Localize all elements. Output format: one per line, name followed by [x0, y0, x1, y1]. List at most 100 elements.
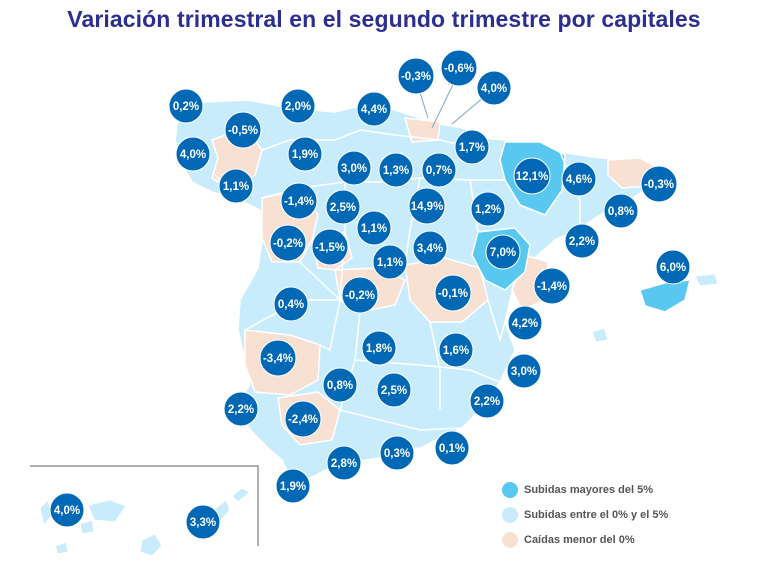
bubble-circle-badajoz: [259, 339, 297, 377]
value-bubble-zaragoza: 1,2%: [470, 191, 506, 227]
bubble-circle-castellon: [533, 267, 571, 305]
value-bubble-salamanca: -0,2%: [269, 224, 307, 262]
bubble-circle-murcia: [469, 383, 505, 419]
value-bubble-pamplona: 4,0%: [476, 70, 512, 106]
value-bubble-cadiz: 1,9%: [275, 468, 311, 504]
bubble-circle-burgos: [378, 152, 414, 188]
value-bubble-oviedo: 2,0%: [280, 88, 316, 124]
bubble-circle-palma: [655, 249, 691, 285]
value-bubble-alicante: 3,0%: [506, 353, 542, 389]
value-bubbles: 0,2% -0,5% 4,0% 1,1% 2,0% 4,4% -0,3% -0,6% 4,0% 1…: [49, 49, 691, 540]
value-bubble-ourense: 1,1%: [218, 168, 254, 204]
bubble-circle-jaen: [376, 372, 412, 408]
value-bubble-cuenca: -0,1%: [434, 274, 472, 312]
bubble-circle-vitoria: [421, 152, 457, 188]
bubble-value-toledo: -0,2%: [345, 290, 375, 302]
island-ibiza: [591, 327, 609, 343]
legend-swatch-rise: [502, 507, 518, 523]
value-bubble-jaen: 2,5%: [376, 372, 412, 408]
value-bubble-soria: 14,9%: [408, 187, 446, 225]
bubble-value-alicante: 3,0%: [511, 366, 537, 378]
bubble-value-lugo: -0,5%: [228, 125, 258, 137]
legend-item-fall: Caídas menor del 0%: [502, 532, 635, 548]
bubble-circle-pontevedra: [175, 136, 211, 172]
bubble-circle-cadiz: [275, 468, 311, 504]
bubble-value-almeria: 0,1%: [439, 443, 465, 455]
bubble-circle-palencia: [336, 150, 372, 186]
region-mallorca: [639, 279, 691, 313]
value-bubble-avila: -1,5%: [311, 228, 349, 266]
bubble-value-tarragona: 2,2%: [569, 236, 595, 248]
bubble-circle-huesca: [513, 157, 551, 195]
bubble-value-valladolid: 2,5%: [330, 202, 356, 214]
bubble-value-santander: 4,4%: [361, 104, 387, 116]
value-bubble-lugo: -0,5%: [224, 111, 262, 149]
bubble-value-jaen: 2,5%: [381, 385, 407, 397]
bubble-circle-lugo: [224, 111, 262, 149]
bubble-circle-girona: [640, 165, 678, 203]
bubble-value-segovia: 1,1%: [361, 223, 387, 235]
map-title: Variación trimestral en el segundo trime…: [67, 6, 701, 32]
bubble-value-albacete: 1,6%: [443, 345, 469, 357]
bubble-circle-logrono: [454, 129, 490, 165]
bubble-circle-albacete: [438, 332, 474, 368]
bubble-value-huesca: 12,1%: [516, 171, 549, 183]
canary-islands: [39, 487, 251, 557]
bubble-circle-avila: [311, 228, 349, 266]
bubble-circle-leon: [287, 136, 323, 172]
value-bubble-valladolid: 2,5%: [325, 189, 361, 225]
bubble-value-castellon: -1,4%: [537, 281, 567, 293]
bubble-value-guadalajara: 3,4%: [417, 243, 443, 255]
bubble-value-barcelona: 0,8%: [608, 206, 634, 218]
value-bubble-almeria: 0,1%: [434, 430, 470, 466]
bubble-value-tenerife: 4,0%: [54, 505, 80, 517]
bubble-value-salamanca: -0,2%: [273, 238, 303, 250]
bubble-value-zaragoza: 1,2%: [475, 204, 501, 216]
value-bubble-zamora: -1,4%: [280, 182, 318, 220]
bubble-value-burgos: 1,3%: [383, 165, 409, 177]
bubble-value-bilbao: -0,3%: [401, 71, 431, 83]
bubble-value-girona: -0,3%: [644, 179, 674, 191]
value-bubble-palma: 6,0%: [655, 249, 691, 285]
bubble-value-sevilla: -2,4%: [288, 414, 318, 426]
bubble-circle-teruel: [485, 234, 521, 270]
bubble-value-avila: -1,5%: [315, 242, 345, 254]
bubble-value-cuenca: -0,1%: [438, 288, 468, 300]
value-bubble-cordoba: 0,8%: [322, 367, 358, 403]
value-bubble-sevilla: -2,4%: [284, 400, 322, 438]
bubble-circle-tenerife: [49, 492, 85, 528]
bubble-circle-donostia: [440, 49, 478, 87]
value-bubble-bilbao: -0,3%: [397, 57, 435, 95]
value-bubble-valencia: 4,2%: [507, 305, 543, 341]
island-lanzarote: [231, 487, 251, 503]
bubble-value-logrono: 1,7%: [459, 142, 485, 154]
bubble-circle-pamplona: [476, 70, 512, 106]
bubble-circle-madrid: [372, 244, 408, 280]
bubble-circle-oviedo: [280, 88, 316, 124]
bubble-value-ourense: 1,1%: [223, 181, 249, 193]
value-bubble-santander: 4,4%: [356, 91, 392, 127]
value-bubble-tenerife: 4,0%: [49, 492, 85, 528]
bubble-value-huelva: 2,2%: [228, 404, 254, 416]
bubble-circle-valencia: [507, 305, 543, 341]
island-menorca: [694, 273, 719, 287]
bubble-value-valencia: 4,2%: [512, 318, 538, 330]
value-bubble-caceres: 0,4%: [273, 286, 309, 322]
value-bubble-albacete: 1,6%: [438, 332, 474, 368]
bubble-circle-caceres: [273, 286, 309, 322]
value-bubble-segovia: 1,1%: [356, 210, 392, 246]
legend-swatch-strong-rise: [502, 482, 518, 498]
legend-item-strong-rise: Subidas mayores del 5%: [502, 482, 653, 498]
bubble-value-granada: 0,3%: [384, 448, 410, 460]
bubble-circle-cuenca: [434, 274, 472, 312]
bubble-circle-coruna: [168, 88, 204, 124]
bubble-value-zamora: -1,4%: [284, 196, 314, 208]
bubble-value-vitoria: 0,7%: [426, 165, 452, 177]
island-el-hierro: [54, 541, 69, 555]
bubble-value-pamplona: 4,0%: [481, 83, 507, 95]
value-bubble-teruel: 7,0%: [485, 234, 521, 270]
bubble-value-cordoba: 0,8%: [327, 380, 353, 392]
bubble-value-badajoz: -3,4%: [263, 353, 293, 365]
bubble-circle-alicante: [506, 353, 542, 389]
bubble-circle-tarragona: [564, 223, 600, 259]
